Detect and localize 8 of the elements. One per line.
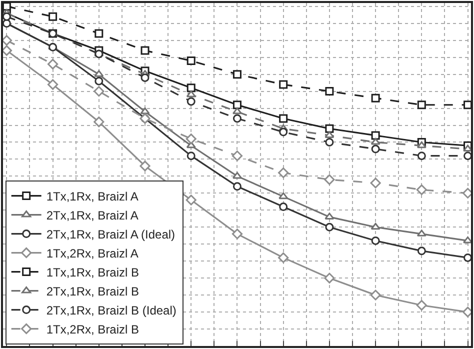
legend-label: 2Tx,1Rx, Braizl B [46, 284, 140, 298]
legend-label: 2Tx,1Rx, Braizl A (Ideal) [46, 227, 176, 242]
legend-label: 2Tx,1Rx, Braizl A [46, 208, 138, 222]
legend-label: 2Tx,1Rx, Braizl B (Ideal) [46, 303, 176, 318]
legend-label: 1Tx,2Rx, Braizl B [46, 322, 140, 336]
legend-label: 1Tx,1Rx, Braizl A [46, 189, 138, 204]
legend-label: 1Tx,1Rx, Braizl B [46, 265, 140, 280]
legend-label: 1Tx,2Rx, Braizl A [46, 246, 138, 260]
